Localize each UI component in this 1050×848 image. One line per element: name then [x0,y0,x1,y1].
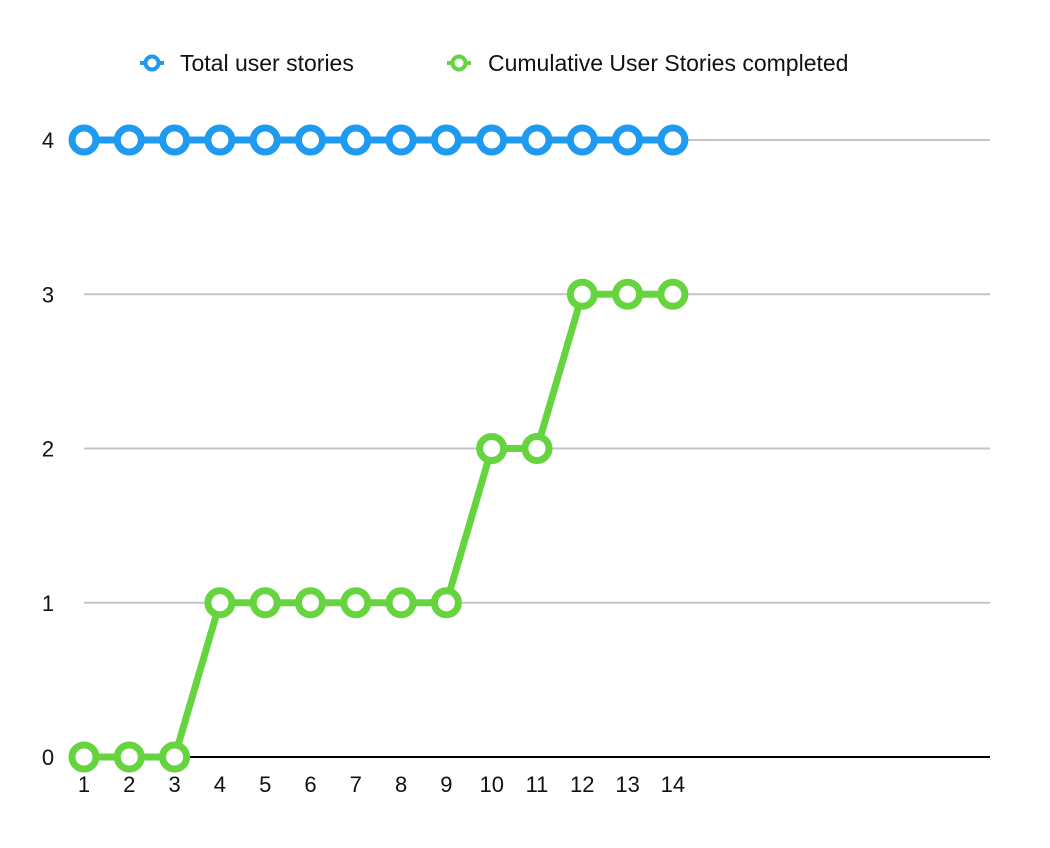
x-tick-label: 12 [570,772,594,797]
data-point [476,433,508,464]
data-point [612,124,644,156]
data-point [159,124,191,156]
data-point [521,433,553,464]
x-tick-label: 2 [123,772,135,797]
data-point [159,741,191,773]
series-total-user-stories [68,124,689,156]
data-point [612,278,644,310]
data-point [385,587,417,619]
legend-item-total: Total user stories [140,50,354,76]
x-tick-label: 11 [526,772,549,797]
series-line [84,290,673,761]
x-tick-label: 3 [168,772,180,797]
x-tick-label: 5 [259,772,271,797]
x-tick-label: 13 [615,772,639,797]
data-point [430,124,462,156]
data-point [476,124,508,156]
x-axis-tick-labels: 1 2 3 4 5 6 7 8 9 10 11 12 13 14 [78,772,685,797]
legend-marker-icon [450,54,468,72]
x-tick-label: 8 [395,772,407,797]
x-tick-label: 9 [440,772,452,797]
data-point [521,124,553,156]
data-point [113,124,145,156]
legend-marker-icon [143,54,161,72]
x-tick-label: 1 [78,772,90,797]
data-point [249,124,281,156]
x-tick-label: 6 [304,772,316,797]
data-point [657,124,689,156]
data-point [249,587,281,619]
series-cumulative-completed [68,278,689,773]
x-tick-label: 4 [214,772,226,797]
y-tick-label: 3 [42,282,54,307]
data-point [340,587,372,619]
series-layer [68,124,689,773]
data-point [295,587,326,619]
data-point [566,278,598,310]
y-tick-label: 1 [42,591,54,616]
data-point [68,741,100,773]
data-point [340,124,372,156]
x-tick-label: 7 [350,772,362,797]
legend-label-completed: Cumulative User Stories completed [488,50,848,76]
legend-label-total: Total user stories [180,50,354,76]
data-point [113,741,145,773]
legend-item-completed: Cumulative User Stories completed [447,50,848,76]
data-point [295,124,326,156]
data-point [204,587,236,619]
y-tick-label: 4 [42,128,54,153]
data-point [657,278,689,310]
data-point [566,124,598,156]
y-tick-label: 2 [42,437,54,462]
data-point [385,124,417,156]
data-point [430,587,462,619]
data-point [204,124,236,156]
y-tick-label: 0 [42,745,54,770]
x-tick-label: 10 [479,772,503,797]
legend: Total user stories Cumulative User Stori… [140,50,848,76]
x-tick-label: 14 [661,772,685,797]
data-point [68,124,100,156]
y-axis-tick-labels: 0 1 2 3 4 [42,128,54,770]
